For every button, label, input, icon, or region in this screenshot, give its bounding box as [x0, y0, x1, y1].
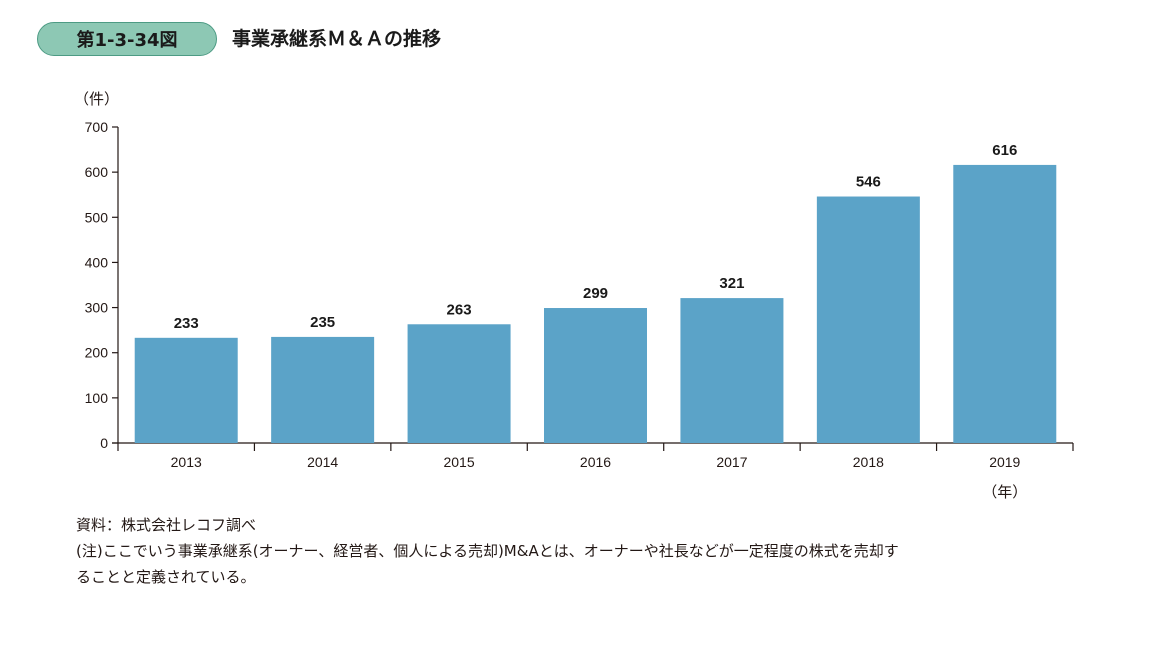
x-tick-label: 2017 [716, 454, 747, 470]
y-tick-label: 400 [85, 254, 109, 270]
figure-number: 第1-3-34図 [76, 30, 178, 51]
y-axis-unit-label: （件） [74, 91, 119, 108]
x-tick-label: 2018 [853, 454, 884, 470]
x-tick-label: 2016 [580, 454, 611, 470]
y-tick-label: 100 [85, 390, 109, 406]
bar [953, 164, 1057, 444]
figure-title: 事業承継系Ｍ＆Ａの推移 [232, 28, 442, 50]
x-tick-label: 2014 [307, 454, 338, 470]
x-tick-label: 2015 [443, 454, 474, 470]
figure-number-badge: 第1-3-34図 [37, 22, 217, 56]
notes-block: 資料：株式会社レコフ調べ (注)ここでいう事業承継系(オーナー、経営者、個人によ… [76, 512, 1076, 590]
y-tick-label: 200 [85, 345, 109, 361]
x-tick-label: 2013 [171, 454, 202, 470]
bar [407, 324, 511, 443]
bar-value-label: 233 [174, 315, 199, 332]
source-note: 資料：株式会社レコフ調べ [76, 516, 257, 534]
bar [134, 337, 238, 443]
bar-value-label: 546 [856, 174, 881, 191]
bar-value-label: 263 [447, 301, 472, 318]
y-tick-label: 700 [85, 119, 109, 135]
bar-value-label: 235 [310, 314, 335, 331]
bar [544, 308, 647, 443]
bar [816, 196, 920, 443]
y-tick-label: 0 [100, 435, 108, 451]
y-tick-label: 300 [85, 300, 109, 316]
footnote-line-2: ることと定義されている。 [76, 568, 256, 586]
bar-value-label: 299 [583, 285, 608, 302]
bar-value-label: 321 [719, 275, 744, 292]
y-tick-label: 600 [85, 164, 109, 180]
x-axis-unit-label: （年） [982, 484, 1027, 501]
bar [680, 298, 784, 443]
x-tick-label: 2019 [989, 454, 1020, 470]
footnote-line-1: (注)ここでいう事業承継系(オーナー、経営者、個人による売却)M&Aとは、オーナ… [76, 542, 899, 560]
bar-value-label: 616 [992, 142, 1017, 159]
y-tick-label: 500 [85, 209, 109, 225]
bar [271, 336, 375, 443]
